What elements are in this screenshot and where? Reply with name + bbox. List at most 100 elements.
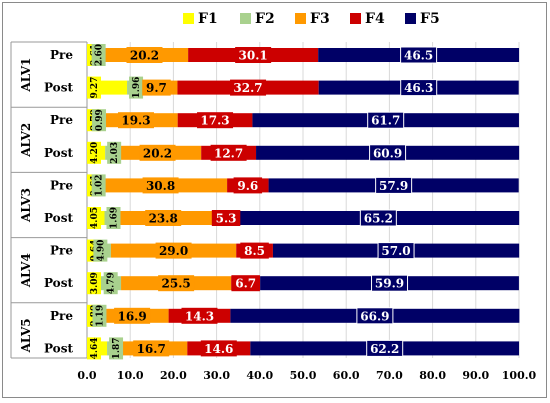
value-label-f5: 46.5 bbox=[404, 49, 433, 63]
value-label-f1-box bbox=[87, 272, 101, 295]
value-label-f3-box bbox=[139, 144, 176, 161]
value-label-f5: 65.2 bbox=[364, 212, 393, 226]
x-tick-label: 30.0 bbox=[203, 369, 230, 382]
value-label-f2: 1.87 bbox=[112, 337, 122, 359]
legend-label-f5: F5 bbox=[420, 11, 440, 27]
value-label-f2-box bbox=[107, 141, 122, 164]
value-label-f3-box bbox=[114, 307, 151, 324]
value-label-f3: 25.5 bbox=[162, 277, 191, 291]
value-label-f3: 16.9 bbox=[117, 309, 146, 323]
x-tick-label: 90.0 bbox=[462, 369, 489, 382]
value-label-f5: 57.0 bbox=[381, 244, 410, 258]
value-label-f2-box bbox=[129, 76, 144, 99]
value-label-f3: 20.2 bbox=[143, 146, 172, 160]
legend-swatch-f5 bbox=[405, 13, 416, 24]
value-label-f4-box bbox=[231, 275, 260, 292]
value-label-f5: 59.9 bbox=[375, 277, 404, 291]
value-label-f4: 17.3 bbox=[200, 114, 229, 128]
value-label-f5-box bbox=[400, 46, 438, 64]
legend-swatch-f2 bbox=[240, 13, 251, 24]
x-axis-tick-labels: 0.0 10.0 20.0 30.0 40.0 50.0 60.0 70.0 80.0 90.0 1… bbox=[77, 369, 536, 382]
value-label-f1: 3.09 bbox=[90, 272, 100, 294]
value-label-f3-box bbox=[142, 177, 179, 194]
x-tick-label: 70.0 bbox=[376, 369, 403, 382]
value-label-f2: 4.79 bbox=[107, 272, 117, 294]
bar-row-label: Pre bbox=[50, 178, 73, 192]
value-label-f3: 19.3 bbox=[121, 114, 150, 128]
value-label-f5: 57.9 bbox=[379, 179, 408, 193]
value-label-f3: 20.2 bbox=[130, 49, 159, 63]
bar-row-label: Pre bbox=[50, 244, 73, 258]
value-label-f5: 60.9 bbox=[373, 146, 402, 160]
group-label-alv1: ALV1 bbox=[19, 58, 33, 93]
value-label-f2-box bbox=[109, 337, 124, 360]
legend-label-f3: F3 bbox=[310, 11, 330, 27]
value-label-f5: 62.2 bbox=[370, 342, 399, 356]
legend: F1 F2 F3 F4 F5 bbox=[183, 11, 440, 27]
value-label-f4-box bbox=[240, 242, 269, 259]
x-tick-label: 10.0 bbox=[117, 369, 144, 382]
value-label-f4: 9.6 bbox=[237, 179, 258, 193]
value-label-f4: 30.1 bbox=[239, 49, 268, 63]
bar-value-labels: 0.612.6020.230.146.59.271.969.732.746.30… bbox=[87, 44, 438, 360]
value-label-f5-box bbox=[367, 111, 405, 129]
value-label-f4: 12.7 bbox=[214, 146, 243, 160]
value-label-f2: 1.02 bbox=[95, 174, 105, 196]
group-label-alv2: ALV2 bbox=[19, 123, 33, 158]
x-tick-label: 0.0 bbox=[77, 369, 96, 382]
x-tick-label: 20.0 bbox=[160, 369, 187, 382]
value-label-f2: 1.96 bbox=[132, 77, 142, 99]
value-label-f5-box bbox=[366, 339, 404, 357]
legend-label-f4: F4 bbox=[365, 11, 385, 27]
value-label-f4-box bbox=[181, 307, 218, 324]
value-label-f3-box bbox=[158, 275, 195, 292]
value-label-f5-box bbox=[369, 144, 407, 162]
value-label-f5: 61.7 bbox=[371, 114, 400, 128]
value-label-f4: 14.6 bbox=[204, 342, 233, 356]
value-label-f2: 0.99 bbox=[95, 109, 105, 131]
value-label-f3-box bbox=[142, 79, 171, 96]
value-label-f2-box bbox=[93, 239, 108, 262]
value-label-f3: 30.8 bbox=[146, 179, 175, 193]
value-label-f2-box bbox=[91, 44, 106, 66]
value-label-f1: 4.64 bbox=[90, 337, 100, 359]
value-label-f2-box bbox=[91, 174, 106, 197]
value-label-f4-box bbox=[233, 177, 263, 194]
bar-row-label: Post bbox=[44, 211, 73, 225]
value-label-f1-box bbox=[87, 207, 101, 229]
value-label-f2-box bbox=[92, 304, 107, 327]
x-tick-label: 80.0 bbox=[419, 369, 446, 382]
value-label-f3-box bbox=[133, 340, 170, 357]
value-label-f2: 1.69 bbox=[109, 207, 119, 229]
y-axis-labels: ALV1 ALV2 ALV3 ALV4 ALV5 Pre Post Pre Post Pre Pos… bbox=[19, 48, 73, 355]
value-label-f2: 2.03 bbox=[110, 142, 120, 164]
value-label-f4: 5.3 bbox=[216, 212, 237, 226]
value-label-f4-box bbox=[197, 112, 234, 129]
legend-swatch-f3 bbox=[295, 13, 306, 24]
value-label-f3: 16.7 bbox=[137, 342, 166, 356]
bar-row-label: Post bbox=[44, 341, 73, 355]
bar-row-label: Pre bbox=[50, 309, 73, 323]
value-label-f1: 9.27 bbox=[90, 77, 100, 99]
value-label-f1: 4.20 bbox=[90, 142, 100, 164]
x-tick-label: 60.0 bbox=[333, 369, 360, 382]
value-label-f2-box bbox=[92, 109, 107, 132]
bar-row-label: Post bbox=[44, 146, 73, 160]
value-label-f4-box bbox=[211, 210, 241, 226]
value-label-f3-box bbox=[145, 210, 182, 226]
group-label-alv5: ALV5 bbox=[19, 318, 33, 353]
group-label-alv3: ALV3 bbox=[19, 188, 33, 223]
value-label-f1-box bbox=[87, 337, 101, 360]
value-label-f5-box bbox=[359, 209, 397, 227]
value-label-f4-box bbox=[235, 47, 272, 63]
value-label-f4: 8.5 bbox=[244, 244, 265, 258]
x-tick-label: 50.0 bbox=[290, 369, 317, 382]
value-label-f5-box bbox=[377, 242, 415, 260]
value-label-f5-box bbox=[371, 274, 409, 292]
value-label-f4: 14.3 bbox=[185, 309, 214, 323]
bar-row-label: Post bbox=[44, 81, 73, 95]
legend-label-f1: F1 bbox=[198, 11, 218, 27]
value-label-f1-box bbox=[87, 141, 101, 164]
